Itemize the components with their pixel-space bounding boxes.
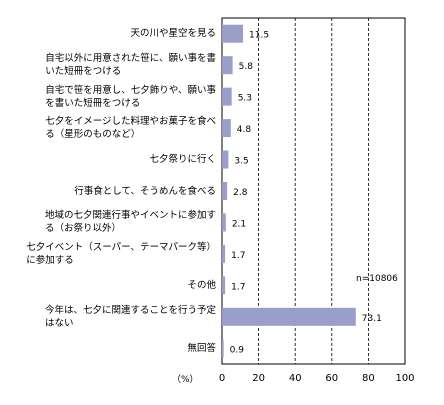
bar [222, 56, 233, 75]
x-tick-label: 60 [325, 373, 338, 384]
bar-value-label: 5.3 [238, 94, 252, 104]
bar-value-label: 5.8 [239, 62, 254, 72]
x-tick-label: 20 [252, 373, 265, 384]
bar-value-label: 2.8 [233, 188, 248, 198]
bar [222, 182, 228, 200]
category-label: 天の川や星空を見る [130, 28, 216, 40]
category-label: 七夕祭りに行く [149, 154, 216, 166]
bar [222, 307, 356, 326]
bar [222, 244, 226, 263]
x-tick-label: 80 [362, 373, 375, 384]
bar [222, 87, 232, 106]
category-label: 行事食として、そうめんを食べる [74, 185, 216, 197]
category-label: 七夕をイメージした料理やお菓子を食べ る（星形のものなど） [45, 116, 216, 141]
category-label: 今年は、七夕に関連することを行う予定 はない [44, 304, 216, 329]
bar [222, 276, 226, 295]
sample-size-note: n=10806 [356, 273, 398, 284]
bar [222, 150, 229, 169]
bar-value-label: 3.5 [234, 157, 248, 167]
category-label: 無回答 [187, 342, 216, 354]
bar-value-label: 1.7 [231, 282, 245, 292]
category-label: 七夕イベント（スーパー、テーマパーク等） に参加する [26, 241, 216, 266]
unit-label: （%） [172, 375, 199, 385]
x-tick-label: 40 [289, 373, 302, 384]
bar [222, 213, 226, 232]
bar [222, 119, 231, 138]
bar-value-label: 0.9 [230, 345, 245, 355]
bar-value-label: 4.8 [237, 125, 252, 135]
x-tick-label: 100 [395, 373, 414, 384]
x-tick-label: 0 [219, 373, 225, 384]
category-label: 地域の七夕関連行事やイベントに参加す る（お祭り以外） [44, 210, 216, 235]
category-label: 自宅以外に用意された笹に、願い事を書 いた短冊をつける [45, 53, 216, 78]
category-label: 自宅で笹を用意し、七夕飾りや、願い事 を書いた短冊をつける [45, 84, 216, 109]
bar [222, 24, 244, 43]
category-label: その他 [187, 279, 216, 291]
bar-value-label: 2.1 [232, 219, 246, 229]
bar-value-label: 11.5 [249, 31, 269, 41]
bar-value-label: 73.1 [362, 314, 382, 324]
bar [222, 339, 224, 358]
bar-value-label: 1.7 [231, 251, 245, 261]
